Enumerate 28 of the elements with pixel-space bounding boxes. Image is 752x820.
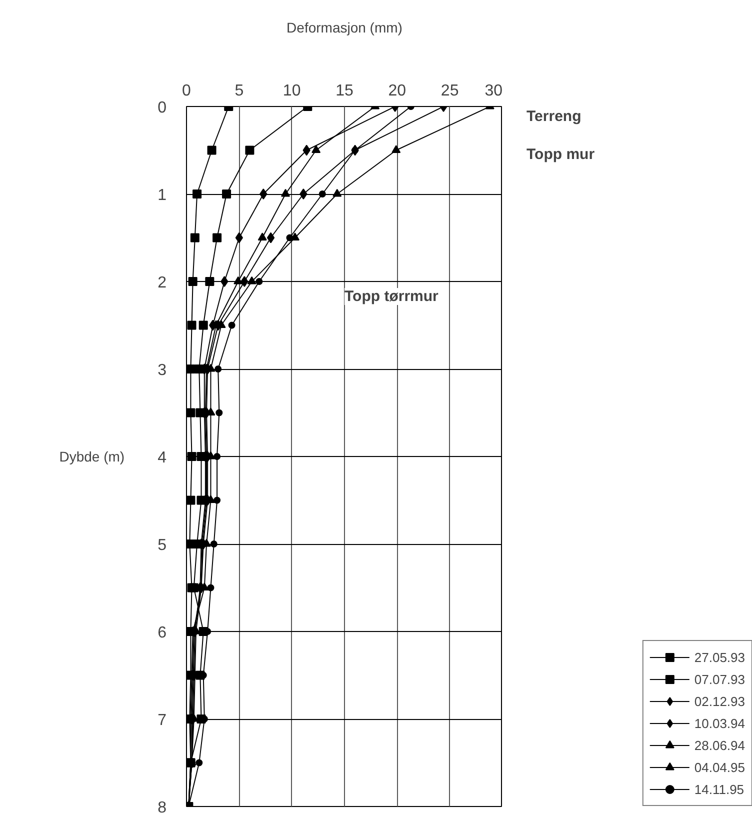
y-tick-label: 1: [158, 187, 167, 204]
annotation: Topp tørrmur: [344, 288, 439, 305]
x-tick-label: 15: [336, 82, 354, 100]
x-tick-label: 25: [440, 82, 459, 100]
legend-label: 27.05.93: [694, 648, 745, 666]
y-tick-label: 4: [158, 450, 167, 466]
y-tick-label: 7: [158, 712, 167, 729]
y-tick-label: 2: [158, 274, 167, 292]
x-tick-label: 0: [182, 82, 192, 100]
legend-label: 02.12.93: [694, 692, 745, 710]
x-tick-label: 30: [484, 82, 503, 100]
legend-label: 28.06.94: [694, 736, 745, 754]
y-tick-label: 5: [158, 537, 167, 554]
legend-label: 14.11.95: [694, 780, 744, 798]
text: Terreng: [526, 108, 582, 125]
legend-label: 07.07.93: [694, 670, 745, 688]
legend-label: 10.03.94: [694, 714, 745, 732]
y-axis-title: Dybde (m): [59, 448, 125, 464]
x-tick-label: 5: [234, 82, 244, 100]
text: Topp mur: [526, 146, 595, 163]
x-tick-label: 10: [282, 82, 301, 100]
y-tick-label: 6: [158, 624, 167, 642]
x-axis-title: Deformasjon (mm): [286, 20, 402, 36]
y-tick-label: 8: [158, 800, 167, 816]
y-tick-label: 3: [158, 362, 167, 379]
legend-label: 04.04.95: [694, 758, 745, 776]
x-tick-label: 20: [388, 82, 406, 100]
y-tick-label: 0: [158, 100, 167, 116]
